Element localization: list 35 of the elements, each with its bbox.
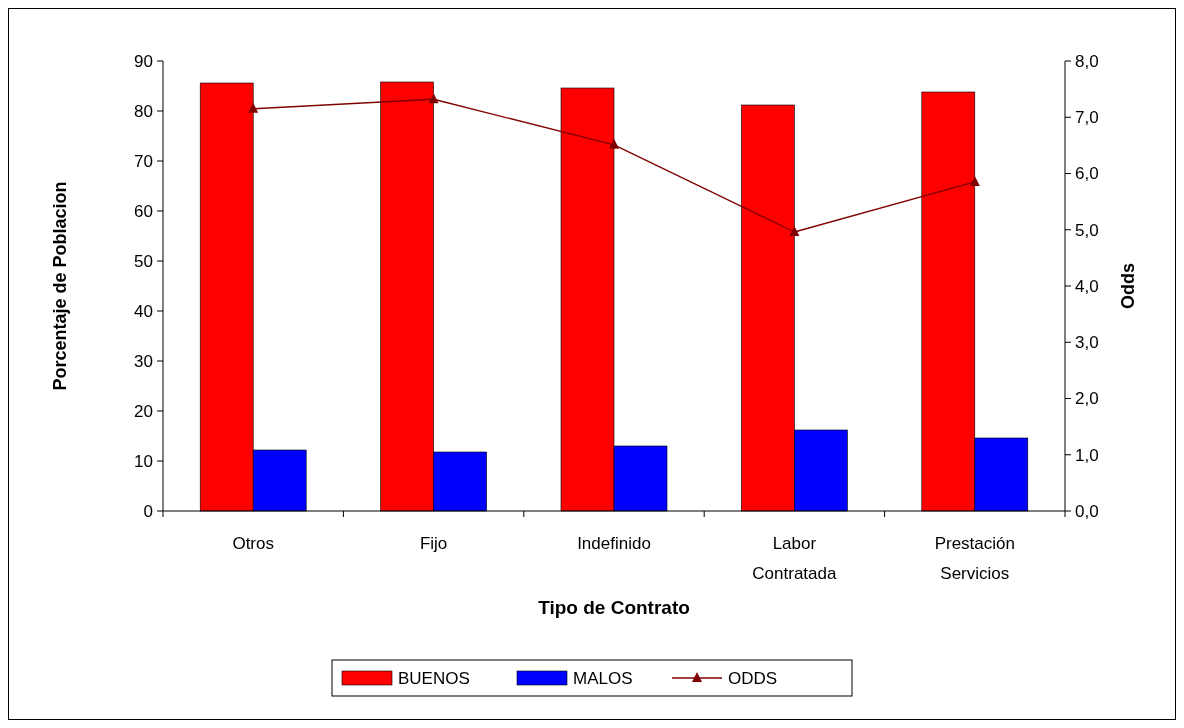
point	[789, 226, 800, 236]
x-tick-label: Labor Contratada	[752, 534, 837, 583]
x-tick-label: Fijo	[419, 534, 448, 553]
y-tick-label: 90	[134, 51, 153, 71]
y-tick-label: 70	[134, 151, 153, 171]
y2-tick-label: 7,0	[1075, 108, 1099, 128]
y2-tick-label: 0,0	[1075, 501, 1099, 521]
x-axis-title: Tipo de Contrato	[538, 597, 690, 618]
legend-label: ODDS	[728, 668, 778, 688]
legend-label: BUENOS	[398, 668, 470, 688]
y-tick-label: 30	[134, 351, 153, 371]
point	[609, 138, 619, 149]
y-tick-label: 50	[134, 251, 153, 271]
y-tick-label: 20	[134, 401, 153, 421]
x-tick-label: Otros	[232, 534, 274, 553]
point	[248, 102, 259, 113]
x-tick-label: Prestación Servicios	[934, 534, 1015, 583]
y2-tick-label: 1,0	[1075, 445, 1099, 465]
y2-tick-label: 4,0	[1075, 276, 1099, 296]
y-tick-label: 0	[143, 501, 153, 521]
y-tick-label: 10	[134, 451, 153, 471]
point	[428, 93, 439, 104]
y2-axis-title: Odds	[1118, 262, 1138, 310]
point	[969, 175, 980, 186]
y-tick-label: 40	[134, 301, 153, 321]
y-tick-label: 60	[134, 201, 153, 221]
y2-tick-label: 5,0	[1075, 220, 1099, 240]
y2-tick-label: 2,0	[1075, 389, 1099, 409]
x-tick-label: Indefinido	[577, 534, 651, 553]
y-tick-label: 80	[134, 101, 153, 121]
y2-tick-label: 8,0	[1075, 51, 1099, 71]
legend-label: MALOS	[573, 668, 633, 688]
y2-tick-label: 3,0	[1075, 333, 1099, 353]
y-axis-title: Porcentaje de Poblacion	[50, 181, 70, 391]
y2-tick-label: 6,0	[1075, 164, 1099, 184]
